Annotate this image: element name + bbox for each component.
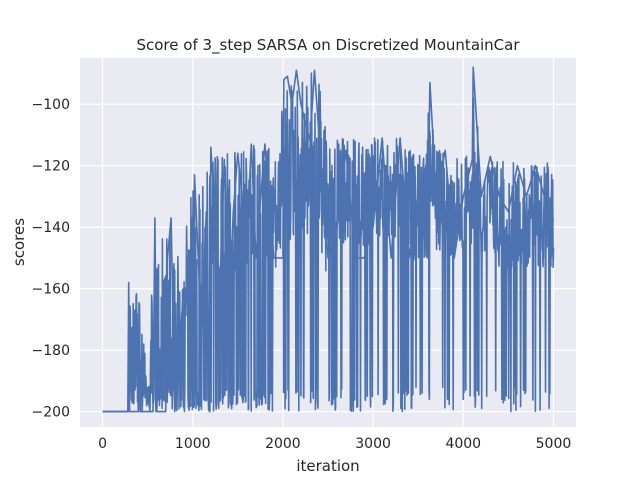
x-tick-label: 4000 <box>445 436 481 452</box>
tick-labels: 0 1000 2000 3000 4000 5000 −200 −180 −160 −140 −12… <box>32 97 572 452</box>
y-tick-label: −160 <box>32 282 70 298</box>
y-tick-label: −120 <box>32 159 70 175</box>
score-series-line <box>102 72 555 413</box>
y-tick-label: −140 <box>32 220 70 236</box>
x-tick-label: 2000 <box>265 436 301 452</box>
x-tick-label: 0 <box>98 436 107 452</box>
x-tick-label: 1000 <box>175 436 211 452</box>
x-tick-label: 3000 <box>355 436 391 452</box>
y-tick-label: −180 <box>32 343 70 359</box>
data-layer <box>102 66 555 413</box>
chart-title: Score of 3_step SARSA on Discretized Mou… <box>136 36 520 55</box>
y-tick-label: −100 <box>32 97 70 113</box>
y-axis-label: scores <box>10 218 28 266</box>
score-series-spikes <box>102 66 555 413</box>
x-axis-label: iteration <box>296 457 359 475</box>
x-tick-label: 5000 <box>536 436 572 452</box>
y-tick-label: −200 <box>32 405 70 421</box>
